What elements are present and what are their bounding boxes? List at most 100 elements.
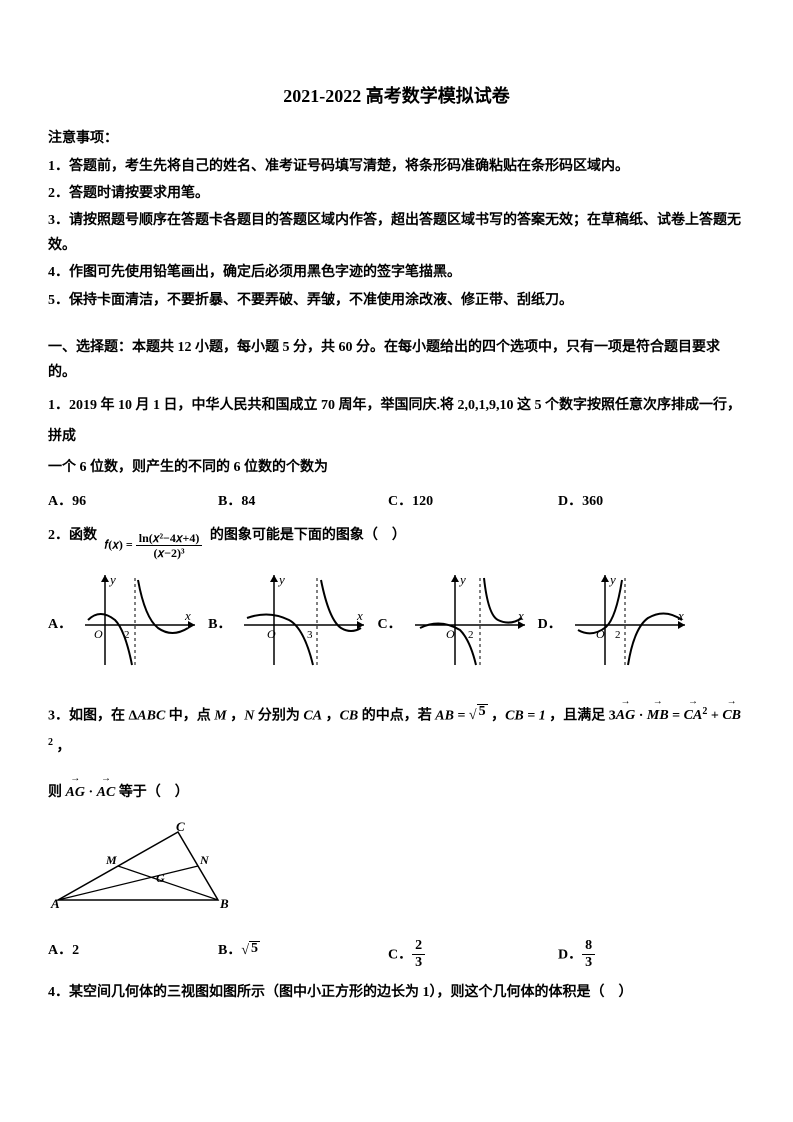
svg-text:2: 2 (468, 629, 474, 641)
section-1-header: 一、选择题：本题共 12 小题，每小题 5 分，共 60 分。在每小题给出的四个… (48, 335, 745, 385)
q2-text-before: 2．函数 (48, 528, 97, 543)
q3-cb-eq: CB = 1 (505, 708, 546, 723)
exam-title: 2021-2022 高考数学模拟试卷 (48, 80, 745, 112)
q3-triangle-diagram: A B C M N G (48, 822, 745, 921)
q2-graph-c: O 2 x y (410, 570, 530, 679)
q3-vec-mb: MB (647, 701, 669, 732)
q2-num: ln(𝑥²−4𝑥+4) (136, 531, 203, 546)
question-2: 2．函数 𝑓(𝑥) = ln(𝑥²−4𝑥+4)(𝑥−2)³ 的图象可能是下面的图… (48, 521, 745, 552)
instructions-header: 注意事项： (48, 126, 745, 151)
sqrt-icon: √ (469, 701, 477, 732)
q1-option-d: D．360 (558, 489, 728, 514)
q3-c-frac: 23 (412, 938, 425, 973)
q2-label-c: C． (377, 612, 401, 637)
instruction-5: 5．保持卡面清洁，不要折暴、不要弄破、弄皱，不准使用涂改液、修正带、刮纸刀。 (48, 288, 745, 313)
q2-text-after: 的图象可能是下面的图象（ ） (210, 528, 406, 543)
q3-sqrt5-val: 5 (477, 704, 488, 719)
q3-cb: CB (340, 708, 359, 723)
svg-text:x: x (356, 608, 363, 623)
q3-p2: 中，点 (165, 708, 214, 723)
instruction-4: 4．作图可先使用铅笔画出，确定后必须用黑色字迹的签字笔描黑。 (48, 260, 745, 285)
q3-ab-eq: AB = (435, 708, 469, 723)
svg-text:2: 2 (124, 629, 130, 641)
svg-text:x: x (184, 608, 191, 623)
q2-graph-options: A． O 2 x y B． O 3 x y (48, 570, 745, 679)
svg-text:O: O (94, 627, 103, 641)
label-C: C (176, 822, 185, 834)
q3-d-frac: 83 (582, 938, 595, 973)
q3-sqrt5: √5 (469, 701, 488, 732)
svg-text:3: 3 (307, 629, 313, 641)
q1-line1: 1．2019 年 10 月 1 日，中华人民共和国成立 70 周年，举国同庆.将… (48, 391, 745, 453)
svg-text:O: O (596, 627, 605, 641)
q3-p4: 分别为 (254, 708, 303, 723)
label-A: A (50, 896, 60, 911)
q3-p8: ，且满足 3 (546, 708, 616, 723)
instruction-1: 1．答题前，考生先将自己的姓名、准考证号码填写清楚，将条形码准确粘贴在条形码区域… (48, 154, 745, 179)
svg-text:O: O (446, 627, 455, 641)
q3-option-c: C．23 (388, 938, 558, 973)
q3-vec-ag2: AG (66, 778, 85, 809)
svg-text:y: y (277, 572, 285, 587)
question-3: 3．如图，在 ΔABC 中，点 M ，N 分别为 CA ，CB 的中点，若 AB… (48, 701, 745, 809)
q2-graph-b: O 3 x y (239, 570, 369, 679)
q3-c-pre: C． (388, 947, 412, 962)
instruction-2: 2．答题时请按要求用笔。 (48, 181, 745, 206)
q3-option-b: B．√5 (218, 938, 388, 973)
q3-p1: 3．如图，在 Δ (48, 708, 137, 723)
q3-c-den: 3 (412, 955, 425, 972)
q3-p9: ， (53, 740, 71, 755)
q2-label-d: D． (538, 612, 562, 637)
q1-option-a: A．96 (48, 489, 218, 514)
q1-line2: 一个 6 位数，则产生的不同的 6 位数的个数为 (48, 453, 745, 484)
q2-label-a: A． (48, 612, 72, 637)
q3-d-pre: D． (558, 947, 582, 962)
q3-vec-ca: CA (684, 701, 703, 732)
q3-options: A．2 B．√5 C．23 D．83 (48, 938, 745, 973)
q3-dot1: · (635, 708, 647, 723)
q2-label-b: B． (208, 612, 231, 637)
q3-p5: ， (322, 708, 340, 723)
svg-text:x: x (517, 608, 524, 623)
q3-b-sqrt: √5 (241, 938, 260, 963)
q3-p6: 的中点，若 (358, 708, 435, 723)
svg-text:y: y (108, 572, 116, 587)
q3-option-d: D．83 (558, 938, 728, 973)
svg-text:O: O (267, 627, 276, 641)
q3-b-sqrt-val: 5 (249, 941, 260, 956)
q3-n: N (244, 708, 254, 723)
svg-text:x: x (677, 608, 684, 623)
label-B: B (219, 896, 229, 911)
q2-formula: 𝑓(𝑥) = ln(𝑥²−4𝑥+4)(𝑥−2)³ (105, 531, 203, 561)
q3-vec-cb: CB (722, 701, 741, 732)
svg-text:y: y (458, 572, 466, 587)
q1-options: A．96 B．84 C．120 D．360 (48, 489, 745, 514)
q2-fraction: ln(𝑥²−4𝑥+4)(𝑥−2)³ (136, 531, 203, 561)
sqrt-icon-b: √ (241, 938, 249, 963)
q3-abc: ABC (137, 708, 165, 723)
q3-l2-1: 则 (48, 785, 66, 800)
q3-dot2: · (85, 785, 97, 800)
q3-option-a: A．2 (48, 938, 218, 973)
q2-lhs: 𝑓(𝑥) = (105, 537, 136, 551)
q1-option-b: B．84 (218, 489, 388, 514)
q3-d-den: 3 (582, 955, 595, 972)
q2-graph-a: O 2 x y (80, 570, 200, 679)
q3-eq: = (669, 708, 684, 723)
question-1: 1．2019 年 10 月 1 日，中华人民共和国成立 70 周年，举国同庆.将… (48, 391, 745, 483)
q3-p7: ， (488, 708, 506, 723)
q3-plus: + (707, 708, 722, 723)
q3-l2-2: 等于（ ） (115, 785, 189, 800)
q1-option-c: C．120 (388, 489, 558, 514)
label-N: N (199, 853, 210, 867)
q2-graph-d: O 2 x y (570, 570, 690, 679)
svg-text:2: 2 (615, 629, 621, 641)
q3-p3: ， (227, 708, 245, 723)
label-M: M (105, 853, 117, 867)
svg-text:y: y (608, 572, 616, 587)
question-4: 4．某空间几何体的三视图如图所示（图中小正方形的边长为 1），则这个几何体的体积… (48, 978, 745, 1009)
q3-vec-ag: AG (616, 701, 635, 732)
q3-b-pre: B． (218, 943, 241, 958)
q3-vec-ac: AC (97, 778, 116, 809)
q3-ca: CA (303, 708, 322, 723)
